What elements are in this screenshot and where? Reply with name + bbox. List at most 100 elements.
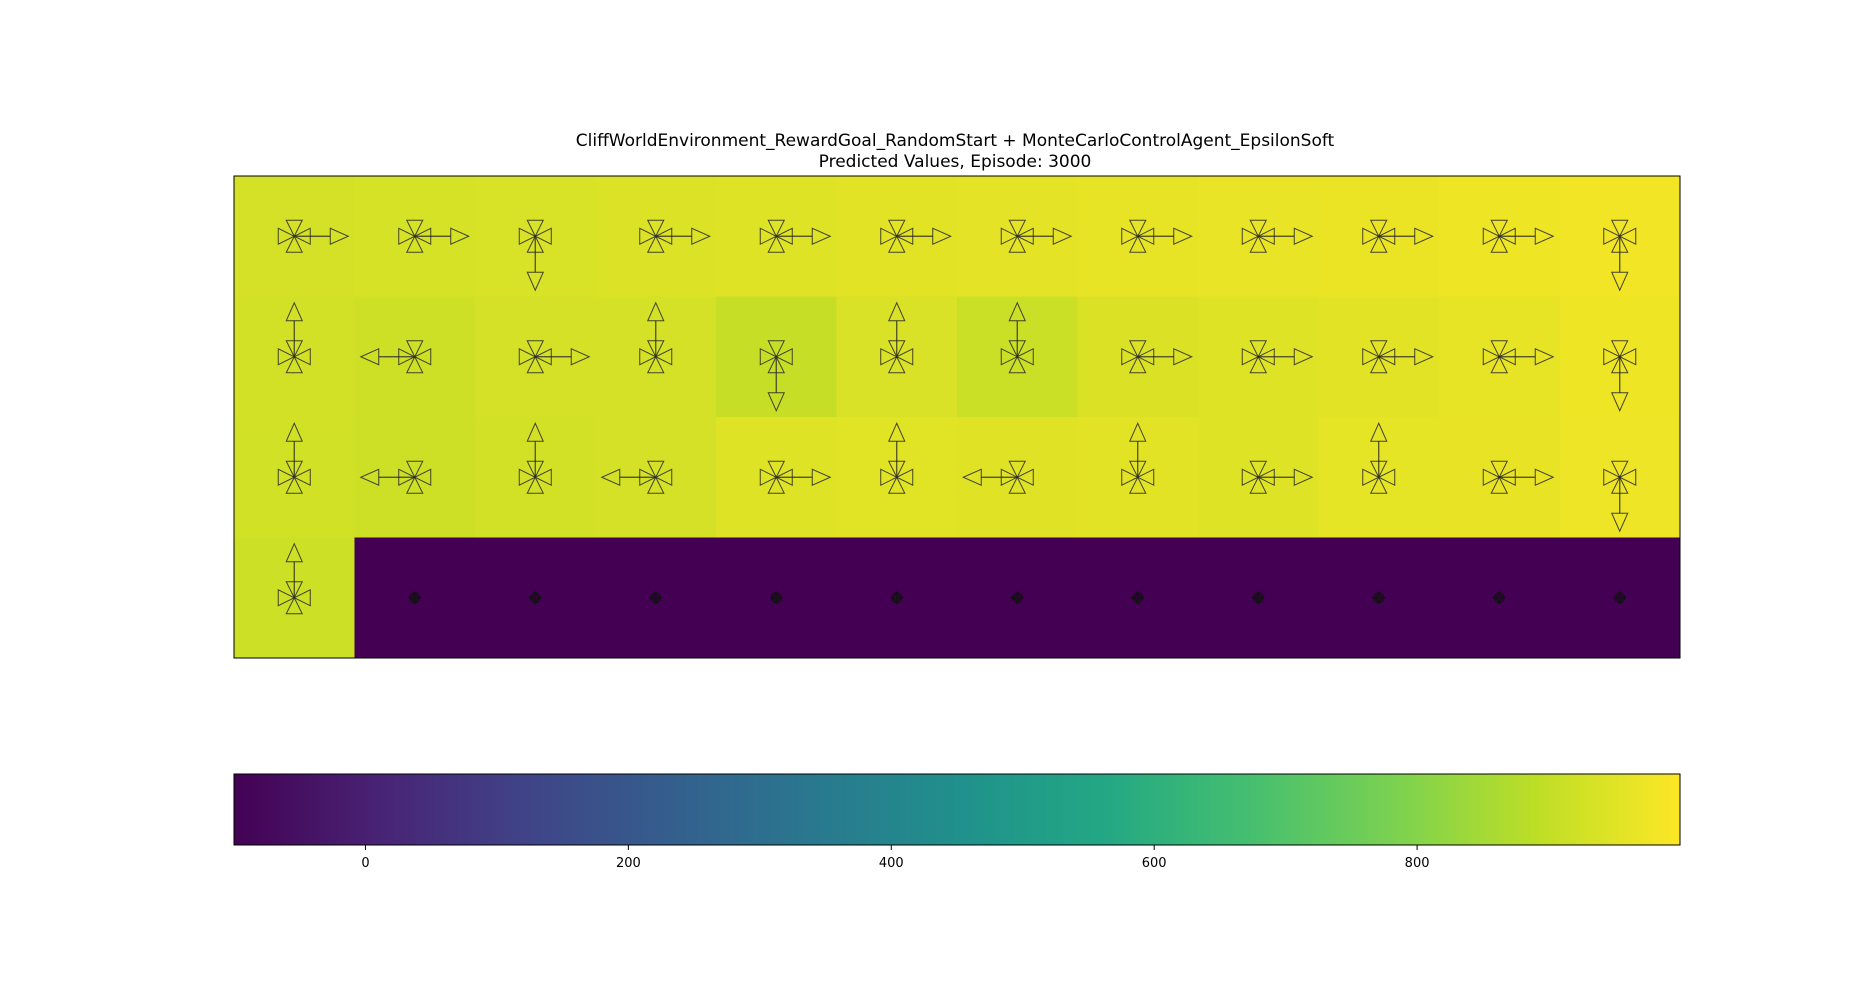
terminal-glyph-ring <box>1493 592 1505 604</box>
terminal-glyph-ring <box>529 592 541 604</box>
cell-policy-glyph <box>1492 590 1507 605</box>
policy-arrow-head-right <box>932 227 952 246</box>
terminal-glyph <box>1498 593 1507 602</box>
action-triangle <box>1603 227 1621 246</box>
action-triangle <box>1008 476 1027 494</box>
cell-policy-glyph <box>277 542 311 615</box>
policy-arrow-head-down <box>526 271 545 292</box>
action-triangle <box>1128 340 1147 358</box>
chart-subtitle: Predicted Values, Episode: 3000 <box>819 152 1092 172</box>
action-triangle <box>534 227 552 246</box>
action-triangle <box>518 468 537 487</box>
colorbar-tick-label: 0 <box>361 856 369 871</box>
action-triangle <box>1241 468 1260 487</box>
policy-arrow-head-right <box>1414 347 1434 366</box>
action-triangle <box>646 460 665 479</box>
action-triangle <box>1000 227 1019 246</box>
action-triangle <box>285 476 304 494</box>
action-triangle <box>880 468 898 487</box>
action-triangle <box>1008 460 1027 479</box>
action-triangle <box>1482 227 1501 246</box>
policy-arrow-head-up <box>887 422 906 442</box>
action-triangle <box>1369 235 1388 253</box>
policy-arrow-head-down <box>767 392 786 412</box>
policy-arrow-head-up <box>526 422 545 442</box>
action-triangle <box>1362 347 1380 366</box>
cell-policy-glyph <box>1362 219 1434 253</box>
action-triangle <box>1490 219 1509 238</box>
colorbar-tick-label: 200 <box>616 856 641 871</box>
action-triangle <box>1369 340 1388 358</box>
action-triangle <box>759 347 778 366</box>
colorbar-tick-label: 800 <box>1405 856 1430 871</box>
action-triangle <box>1377 468 1396 487</box>
action-triangle <box>1121 347 1139 366</box>
cell-policy-glyph <box>1482 460 1555 494</box>
terminal-glyph <box>1619 593 1627 602</box>
policy-arrow-head-right <box>1534 347 1555 366</box>
cell-policy-glyph <box>277 219 350 253</box>
policy-arrow-head-right <box>811 468 832 487</box>
action-triangle <box>887 355 906 374</box>
cell-policy-glyph <box>639 219 711 253</box>
terminal-glyph-ring <box>409 592 421 604</box>
action-triangle <box>526 476 545 494</box>
policy-arrow-head-left <box>359 468 380 487</box>
action-triangle <box>767 219 786 238</box>
action-triangle <box>1016 468 1034 487</box>
action-triangle <box>398 227 416 246</box>
action-triangle <box>413 347 432 366</box>
policy-arrow-head-up <box>285 422 304 442</box>
action-triangle <box>285 596 304 615</box>
action-triangle <box>1610 340 1629 358</box>
action-triangle <box>646 235 665 253</box>
action-triangle <box>1128 235 1147 253</box>
cell-policy-glyph <box>1121 422 1155 494</box>
action-triangle <box>526 219 545 238</box>
policy-arrow-head-left <box>600 468 621 487</box>
action-triangle <box>887 219 906 238</box>
policy-arrow-head-up <box>646 301 665 322</box>
cell-policy-glyph <box>769 590 784 605</box>
cell-policy-glyph <box>518 340 591 374</box>
cell-policy-glyph <box>759 219 832 253</box>
policy-arrow-head-right <box>1293 468 1314 487</box>
terminal-glyph-ring <box>1252 592 1264 604</box>
action-triangle <box>1618 468 1637 487</box>
action-triangle <box>759 468 778 487</box>
terminal-glyph-ring <box>650 592 662 604</box>
policy-arrow-head-right <box>1173 227 1193 246</box>
action-triangle <box>1618 347 1637 366</box>
cell-policy-glyph <box>1371 590 1386 605</box>
action-triangle <box>1128 219 1147 238</box>
action-triangle <box>1490 355 1509 374</box>
action-triangle <box>775 347 793 366</box>
terminal-glyph <box>655 593 663 602</box>
terminal-glyph <box>775 593 784 602</box>
action-triangle <box>654 347 673 366</box>
terminal-glyph <box>414 593 422 602</box>
action-triangle <box>285 235 304 253</box>
policy-arrow-head-right <box>1534 227 1555 246</box>
action-triangle <box>1128 355 1147 374</box>
action-triangle <box>887 235 906 253</box>
policy-arrow-head-up <box>1008 301 1027 322</box>
action-triangle <box>518 227 537 246</box>
action-triangle <box>1369 476 1388 494</box>
policy-arrow-head-right <box>1414 227 1434 246</box>
action-triangle <box>1249 235 1268 253</box>
cell-policy-glyph <box>398 219 470 253</box>
action-triangle <box>285 219 304 238</box>
action-triangle <box>526 340 545 358</box>
cell-policy-glyph <box>1603 219 1637 292</box>
action-triangle <box>1008 355 1027 374</box>
cell-policy-glyph <box>759 340 793 412</box>
action-triangle <box>1490 476 1509 494</box>
cell-policy-glyph <box>1130 590 1145 605</box>
cell-policy-glyph <box>1241 340 1314 374</box>
cell-policy-glyph <box>1241 460 1314 494</box>
action-triangle <box>1008 235 1027 253</box>
policy-arrow-head-up <box>1369 422 1388 442</box>
action-triangle <box>1241 227 1260 246</box>
